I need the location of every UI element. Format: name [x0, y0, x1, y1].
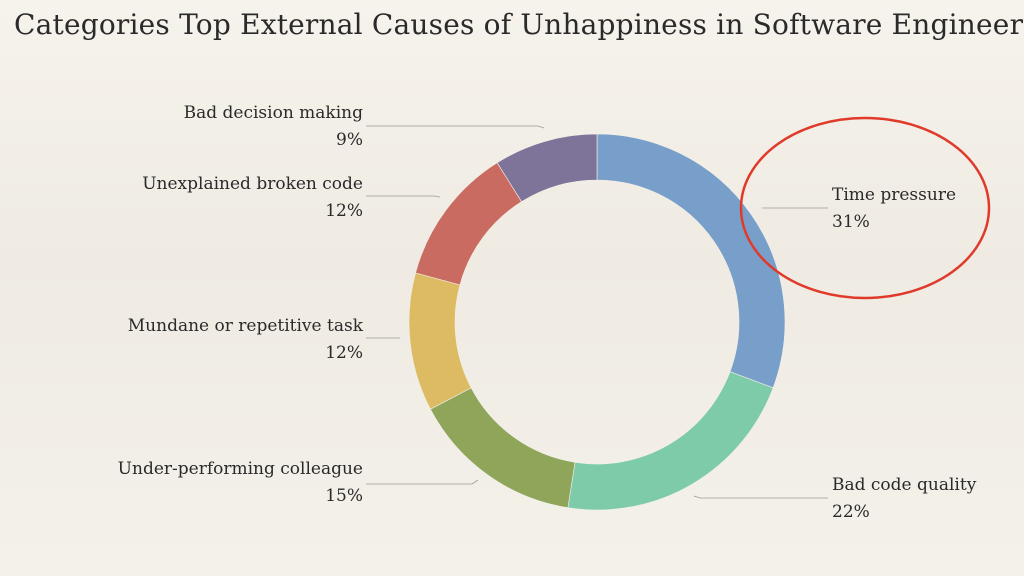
leader-line	[366, 195, 441, 198]
slice-label-name: Unexplained broken code	[142, 174, 363, 194]
slice-label-name: Time pressure	[832, 185, 957, 205]
slice-label-name: Under-performing colleague	[117, 459, 363, 479]
slice-label: Mundane or repetitive task 12%	[128, 313, 363, 367]
slice-label-value: 12%	[325, 201, 363, 221]
slice-label-name: Mundane or repetitive task	[127, 316, 363, 336]
slice-label-value: 9%	[336, 130, 363, 150]
donut-slice-unexplained-broken-code	[415, 162, 522, 286]
slice-label-value: 15%	[325, 486, 363, 506]
slice-label: Under-performing colleague 15%	[118, 456, 363, 510]
slice-label-name: Bad decision making	[183, 103, 363, 123]
donut-slice-bad-decision-making	[496, 133, 598, 203]
highlight-circle	[739, 116, 991, 300]
slice-label: Bad code quality 22%	[832, 472, 976, 526]
leader-line	[366, 479, 479, 485]
slice-label-name: Bad code quality	[832, 475, 977, 495]
leader-line	[693, 495, 828, 499]
donut-slice-under-performing-colleague	[430, 387, 576, 509]
donut-slice-time-pressure	[596, 133, 786, 389]
donut-slice-mundane-or-repetitive-task	[408, 272, 472, 410]
slice-label: Unexplained broken code 12%	[142, 171, 363, 225]
chart-title: Categories Top External Causes of Unhapp…	[14, 8, 1024, 41]
leader-line	[366, 125, 545, 129]
slice-label: Time pressure 31%	[832, 182, 956, 236]
slice-label-value: 12%	[325, 343, 363, 363]
slice-label-value: 22%	[832, 502, 870, 522]
donut-slice-bad-code-quality	[567, 371, 774, 511]
slice-label-value: 31%	[832, 212, 870, 232]
slice-label: Bad decision making 9%	[184, 100, 363, 154]
